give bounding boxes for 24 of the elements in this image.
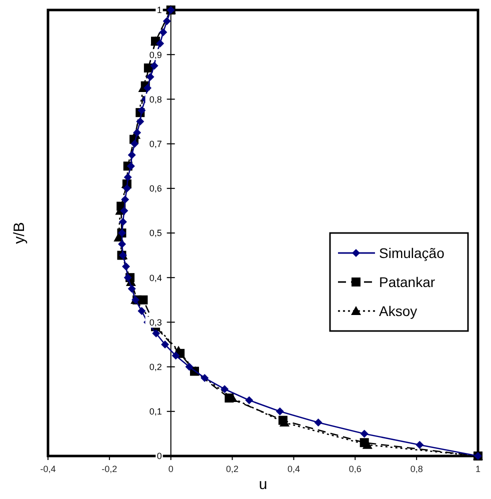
x-tick-label: 0,8 xyxy=(410,464,423,474)
x-tick-label: -0,4 xyxy=(40,464,56,474)
y-tick-label: 0,5 xyxy=(149,228,162,238)
y-tick-label: 0,8 xyxy=(149,94,162,104)
x-tick-label: 0,6 xyxy=(348,464,362,474)
x-axis-title: u xyxy=(258,476,268,493)
y-tick-label: 0,4 xyxy=(149,272,162,283)
x-tick-label: 0,2 xyxy=(226,464,239,474)
x-tick-label: -0,2 xyxy=(102,464,118,474)
y-tick-label: 0 xyxy=(156,451,162,462)
x-tick-label: 0,4 xyxy=(287,464,300,474)
y-tick-label: 0,6 xyxy=(149,184,162,194)
y-tick-label: 0,9 xyxy=(149,50,162,60)
y-axis-title: y/B xyxy=(11,222,28,244)
y-tick-label: 0,3 xyxy=(149,317,162,328)
x-tick-label: 0 xyxy=(168,464,174,474)
y-tick-label: 0,7 xyxy=(149,138,162,149)
y-tick-label: 0,2 xyxy=(149,362,162,372)
legend-label: Aksoy xyxy=(379,302,418,319)
x-tick-label: 1 xyxy=(475,464,481,474)
legend-label: Patankar xyxy=(379,274,436,290)
y-tick-label: 1 xyxy=(156,5,162,16)
legend-label: Simulação xyxy=(379,244,445,261)
y-tick-label: 0,1 xyxy=(149,406,162,417)
